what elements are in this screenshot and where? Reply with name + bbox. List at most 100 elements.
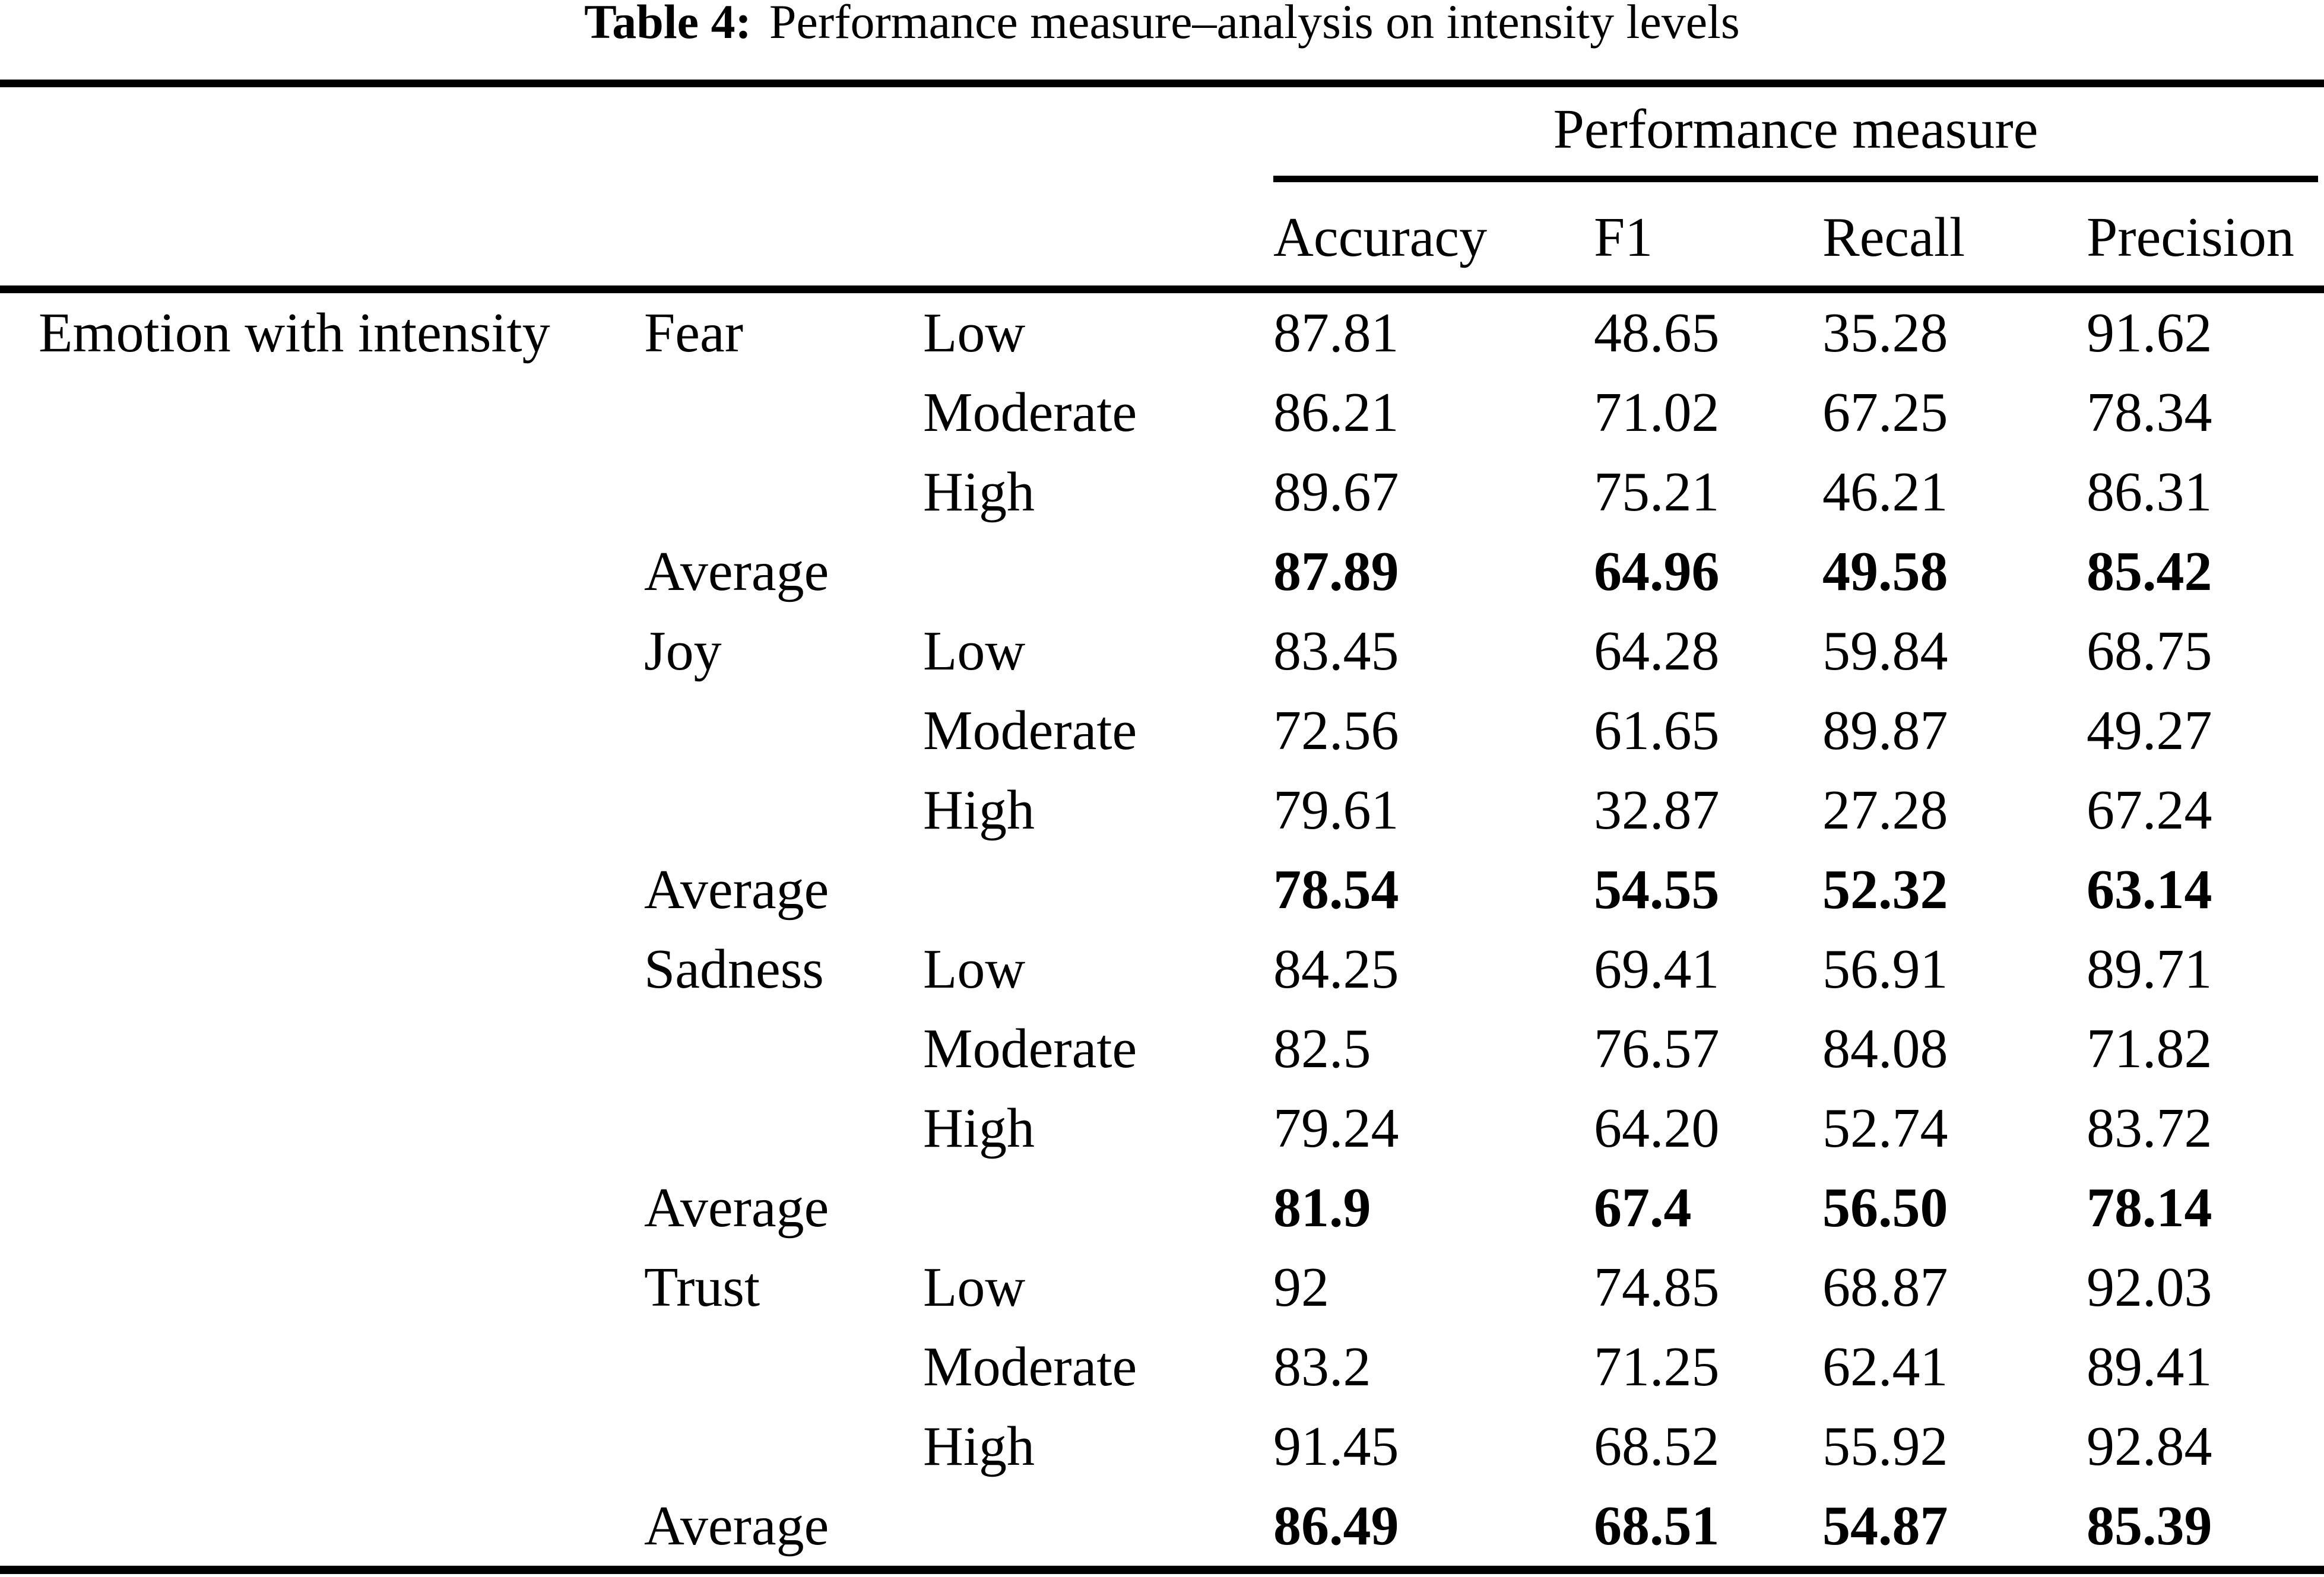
table-row: Moderate 82.5 76.57 84.08 71.82 (39, 1009, 2300, 1089)
section-label (39, 373, 644, 452)
recall-value: 27.28 (1822, 779, 1948, 841)
f1-value: 68.52 (1594, 1416, 1720, 1477)
intensity-label: High (923, 779, 1035, 841)
recall-value: 52.32 (1822, 859, 1948, 921)
section-label (39, 1327, 644, 1407)
intensity-label (923, 850, 1273, 929)
f1-value: 76.57 (1594, 1018, 1720, 1080)
emotion-label (644, 452, 923, 532)
spanner-header: Performance measure (1553, 99, 2038, 160)
f1-value: 54.55 (1594, 859, 1720, 921)
emotion-label: Sadness (644, 938, 824, 1000)
accuracy-value: 86.21 (1273, 382, 1399, 443)
f1-value: 69.41 (1594, 938, 1720, 1000)
emotion-label (644, 1327, 923, 1407)
intensity-label: Moderate (923, 382, 1137, 443)
accuracy-value: 72.56 (1273, 700, 1399, 761)
table-row-average: Average 86.49 68.51 54.87 85.39 (39, 1486, 2300, 1566)
f1-value: 68.51 (1594, 1495, 1720, 1557)
precision-value: 91.62 (2087, 302, 2212, 364)
table-row: Moderate 72.56 61.65 89.87 49.27 (39, 691, 2300, 770)
section-label (39, 929, 644, 1009)
precision-value: 85.39 (2087, 1495, 2212, 1557)
emotion-label: Average (644, 1495, 829, 1557)
precision-value: 89.41 (2087, 1336, 2212, 1398)
recall-value: 55.92 (1822, 1416, 1948, 1477)
intensity-label: High (923, 461, 1035, 523)
recall-value: 49.58 (1822, 541, 1948, 602)
recall-value: 59.84 (1822, 620, 1948, 682)
emotion-label (644, 1089, 923, 1168)
f1-value: 75.21 (1594, 461, 1720, 523)
section-label (39, 1009, 644, 1089)
recall-value: 46.21 (1822, 461, 1948, 523)
column-header-recall: Recall (1822, 207, 1965, 268)
recall-value: 52.74 (1822, 1097, 1948, 1159)
table-row: High 79.24 64.20 52.74 83.72 (39, 1089, 2300, 1168)
precision-value: 49.27 (2087, 700, 2212, 761)
table-row: Joy Low 83.45 64.28 59.84 68.75 (39, 611, 2300, 691)
intensity-label: Moderate (923, 1336, 1137, 1398)
emotion-label: Average (644, 859, 829, 921)
f1-value: 64.96 (1594, 541, 1720, 602)
intensity-label: High (923, 1416, 1035, 1477)
precision-value: 89.71 (2087, 938, 2212, 1000)
precision-value: 85.42 (2087, 541, 2212, 602)
precision-value: 68.75 (2087, 620, 2212, 682)
f1-value: 32.87 (1594, 779, 1720, 841)
emotion-label: Joy (644, 620, 722, 682)
emotion-label (644, 1407, 923, 1486)
section-label (39, 850, 644, 929)
recall-value: 56.91 (1822, 938, 1948, 1000)
emotion-label (644, 1009, 923, 1089)
accuracy-value: 89.67 (1273, 461, 1399, 523)
emotion-label (644, 691, 923, 770)
intensity-label: Low (923, 302, 1026, 364)
accuracy-value: 84.25 (1273, 938, 1399, 1000)
emotion-label (644, 373, 923, 452)
f1-value: 48.65 (1594, 302, 1720, 364)
f1-value: 67.4 (1594, 1177, 1692, 1239)
section-label (39, 1089, 644, 1168)
section-label (39, 1407, 644, 1486)
f1-value: 64.28 (1594, 620, 1720, 682)
table-row: Emotion with intensity Fear Low 87.81 48… (39, 293, 2300, 373)
recall-value: 54.87 (1822, 1495, 1948, 1557)
intensity-label: Low (923, 938, 1026, 1000)
intensity-label: Low (923, 1256, 1026, 1318)
intensity-label: Moderate (923, 700, 1137, 761)
table-row: High 79.61 32.87 27.28 67.24 (39, 770, 2300, 850)
f1-value: 74.85 (1594, 1256, 1720, 1318)
f1-value: 71.25 (1594, 1336, 1720, 1398)
emotion-label: Average (644, 1177, 829, 1239)
section-label (39, 452, 644, 532)
precision-value: 78.14 (2087, 1177, 2212, 1239)
table-body: Emotion with intensity Fear Low 87.81 48… (39, 293, 2300, 1566)
emotion-label: Average (644, 541, 829, 602)
accuracy-value: 86.49 (1273, 1495, 1399, 1557)
intensity-label: Low (923, 620, 1026, 682)
recall-value: 62.41 (1822, 1336, 1948, 1398)
accuracy-value: 87.89 (1273, 541, 1399, 602)
top-rule (0, 80, 2324, 87)
recall-value: 89.87 (1822, 700, 1948, 761)
precision-value: 71.82 (2087, 1018, 2212, 1080)
table-row: High 91.45 68.52 55.92 92.84 (39, 1407, 2300, 1486)
table-caption-text: Performance measure–analysis on intensit… (769, 0, 1740, 49)
intensity-label (923, 1486, 1273, 1566)
accuracy-value: 83.2 (1273, 1336, 1371, 1398)
section-label (39, 770, 644, 850)
intensity-label (923, 1168, 1273, 1248)
precision-value: 67.24 (2087, 779, 2212, 841)
recall-value: 35.28 (1822, 302, 1948, 364)
column-header-f1: F1 (1594, 207, 1653, 268)
accuracy-value: 82.5 (1273, 1018, 1371, 1080)
f1-value: 61.65 (1594, 700, 1720, 761)
table-row-average: Average 78.54 54.55 52.32 63.14 (39, 850, 2300, 929)
intensity-label: High (923, 1097, 1035, 1159)
f1-value: 71.02 (1594, 382, 1720, 443)
table-row: High 89.67 75.21 46.21 86.31 (39, 452, 2300, 532)
precision-value: 86.31 (2087, 461, 2212, 523)
emotion-label: Fear (644, 302, 744, 364)
